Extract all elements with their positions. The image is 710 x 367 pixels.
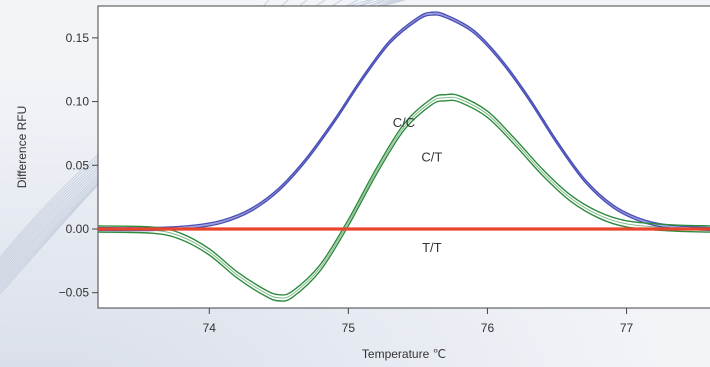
series-line-c-t — [97, 96, 710, 299]
x-axis-title: Temperature ℃ — [362, 347, 446, 361]
x-tick-label: 77 — [620, 321, 634, 335]
y-tick-label: 0.10 — [66, 95, 90, 109]
y-tick-label: 0.15 — [66, 31, 90, 45]
x-tick-label: 76 — [481, 321, 495, 335]
plot-series-group — [97, 11, 710, 302]
plot-area — [97, 5, 710, 309]
series-line-c-t — [97, 93, 710, 296]
series-label: C/C — [393, 115, 415, 130]
series-line-c-c — [97, 12, 710, 230]
labels-group: C/C C/T T/T — [393, 115, 443, 255]
x-tick-label: 74 — [203, 321, 217, 335]
series-line-c-t — [97, 99, 710, 302]
y-tick-label: 0.00 — [66, 222, 90, 236]
series-label: C/T — [421, 149, 442, 164]
y-tick-label: −0.05 — [59, 286, 90, 300]
y-tick-label: 0.05 — [66, 158, 90, 172]
series-line-c-c — [97, 11, 710, 229]
series-line-c-c — [97, 14, 710, 232]
x-tick-label: 75 — [342, 321, 356, 335]
y-axis-title: Difference RFU — [15, 106, 29, 188]
series-label: T/T — [422, 240, 442, 255]
axes-group: −0.05 0.00 0.05 0.10 0.15 74 75 76 77 — [59, 31, 634, 335]
